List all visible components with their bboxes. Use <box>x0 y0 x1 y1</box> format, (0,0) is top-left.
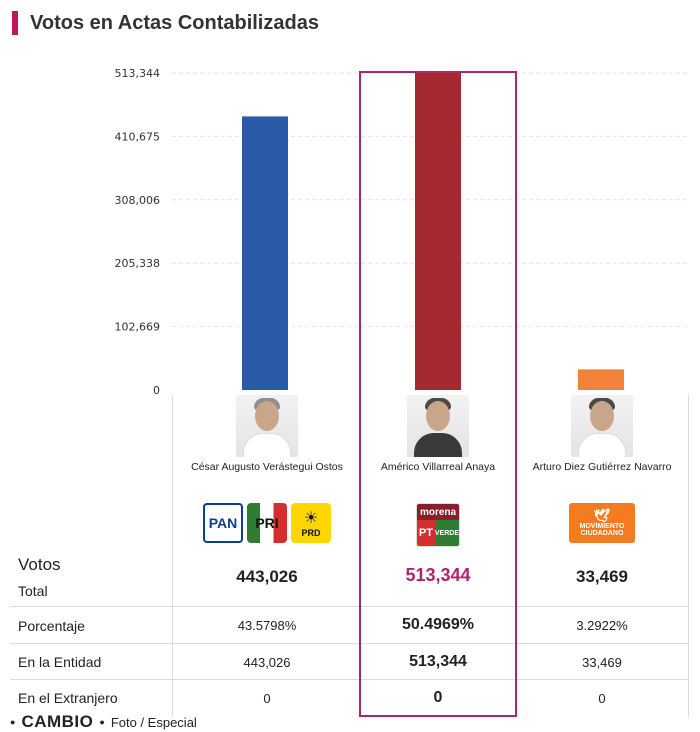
party-logos: 🕊 MOVIMIENTO CIUDADANO <box>514 503 690 543</box>
total-value-highlighted: 513,344 <box>405 565 471 585</box>
candidate-column-verastegui: César Augusto Verástegui Ostos PAN PRI ☀… <box>179 395 355 543</box>
cell-value: 3.2922% <box>576 618 628 633</box>
pan-logo: PAN <box>203 503 243 543</box>
bar-3 <box>578 369 624 390</box>
cell-value: 513,344 <box>409 653 467 670</box>
bullet-icon: ● <box>99 717 105 727</box>
candidate-photo <box>236 395 298 457</box>
row-label: En la Entidad <box>18 654 102 670</box>
en-la-entidad-row: En la Entidad 443,026 513,344 33,469 <box>10 644 688 680</box>
movimiento-ciudadano-logo: 🕊 MOVIMIENTO CIUDADANO <box>569 503 635 543</box>
y-tick-label: 205,338 <box>115 257 161 270</box>
chart-title-bar: Votos en Actas Contabilizadas <box>12 10 319 36</box>
column-divider <box>172 395 173 717</box>
total-label: Total <box>18 583 48 599</box>
cell-value: 50.4969% <box>401 616 475 633</box>
prd-logo: ☀ PRD <box>291 503 331 543</box>
votos-total-row: Votos Total 443,026 513,344 33,469 <box>10 545 688 607</box>
y-tick-label: 308,006 <box>115 194 161 207</box>
total-value: 33,469 <box>576 567 628 586</box>
candidate-name: Américo Villarreal Anaya <box>380 461 496 473</box>
cell-value: 0 <box>433 689 443 706</box>
porcentaje-row: Porcentaje 43.5798% 50.4969% 3.2922% <box>10 607 688 644</box>
candidate-photo <box>571 395 633 457</box>
total-value: 443,026 <box>236 567 298 586</box>
votos-label: Votos <box>18 555 61 574</box>
row-label: Porcentaje <box>18 618 85 634</box>
row-label: En el Extranjero <box>18 690 118 706</box>
bar-chart: 513,344 410,675 308,006 205,338 102,669 0 <box>115 67 688 397</box>
en-el-extranjero-row: En el Extranjero 0 0 0 <box>10 680 688 716</box>
cell-value: 33,469 <box>582 655 622 670</box>
y-tick-label: 410,675 <box>115 130 161 143</box>
footer-credit: ● CAMBIO ● Foto / Especial <box>4 712 197 732</box>
photo-caption: Foto / Especial <box>110 714 197 730</box>
candidate-name: Arturo Diez Gutiérrez Navarro <box>532 461 672 473</box>
bar-2 <box>415 73 461 390</box>
y-tick-label: 102,669 <box>115 321 161 334</box>
pri-logo: PRI <box>247 503 287 543</box>
chart-title: Votos en Actas Contabilizadas <box>30 11 319 34</box>
candidate-column-diez: Arturo Diez Gutiérrez Navarro 🕊 MOVIMIENT… <box>514 395 690 543</box>
bar-1 <box>242 116 288 391</box>
party-logos: morena PT VERDE <box>350 503 526 547</box>
cell-value: 43.5798% <box>237 618 297 633</box>
bullet-icon: ● <box>10 717 16 727</box>
brand-logo: CAMBIO <box>21 712 94 731</box>
title-accent-bar <box>12 11 18 35</box>
cell-value: 443,026 <box>243 655 291 670</box>
candidate-photo <box>407 395 469 457</box>
cell-value: 0 <box>263 691 271 706</box>
morena-pt-verde-logo: morena PT VERDE <box>416 503 460 547</box>
y-tick-label: 0 <box>153 384 160 397</box>
party-logos: PAN PRI ☀ PRD <box>179 503 355 543</box>
candidate-name: César Augusto Verástegui Ostos <box>191 461 343 473</box>
cell-value: 0 <box>598 691 606 706</box>
y-tick-label: 513,344 <box>115 67 161 80</box>
column-divider <box>688 395 689 717</box>
candidate-column-villarreal: Américo Villarreal Anaya morena PT VERDE <box>350 395 526 547</box>
